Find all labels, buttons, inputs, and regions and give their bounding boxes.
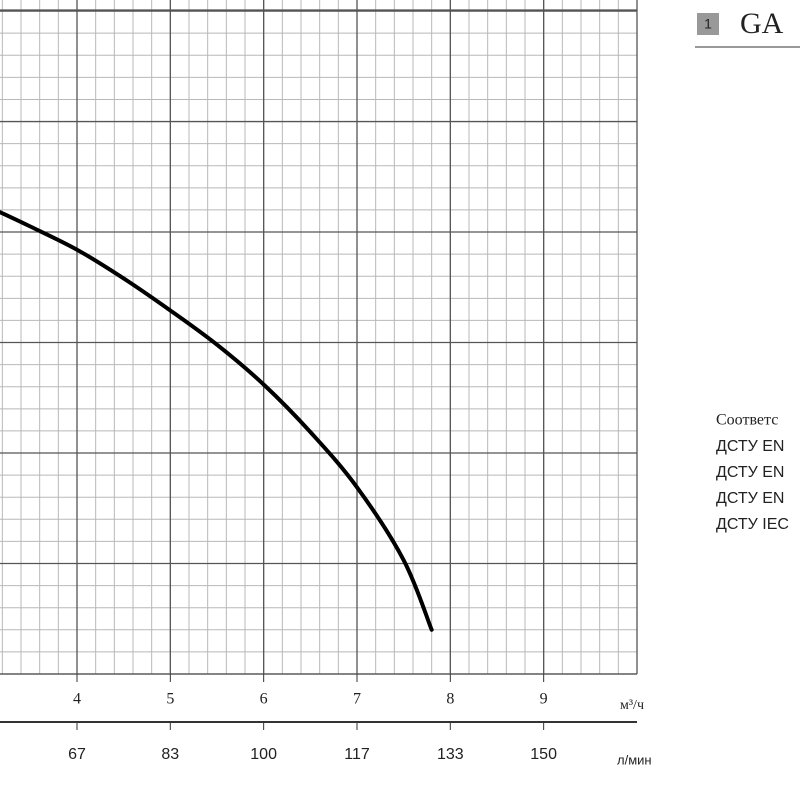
x-tick-label: 8	[446, 691, 454, 708]
standard-line: ДСТУ EN	[716, 464, 784, 481]
x-tick-label: 9	[540, 691, 548, 708]
x2-tick-label: 67	[68, 746, 86, 763]
standard-line: ДСТУ EN	[716, 438, 784, 455]
x2-unit: л/мин	[617, 752, 652, 767]
x-tick-label: 6	[260, 691, 268, 708]
standard-line: Соответс	[716, 412, 778, 429]
x2-tick-label: 100	[250, 746, 277, 763]
pump-curve	[0, 210, 434, 632]
product-title: GA	[740, 7, 784, 40]
x-tick-label: 7	[353, 691, 361, 708]
badge: 1	[704, 16, 712, 32]
x2-tick-label: 117	[344, 746, 370, 763]
x-unit: м³/ч	[620, 698, 644, 713]
standard-line: ДСТУ IEC	[716, 516, 789, 533]
standard-line: ДСТУ EN	[716, 490, 784, 507]
x2-tick-label: 133	[437, 746, 464, 763]
badge-box	[697, 13, 719, 35]
x2-tick-label: 83	[161, 746, 179, 763]
x2-tick-label: 150	[530, 746, 557, 763]
grid	[0, 0, 638, 675]
x-tick-label: 4	[73, 691, 81, 708]
x-tick-label: 5	[166, 691, 174, 708]
